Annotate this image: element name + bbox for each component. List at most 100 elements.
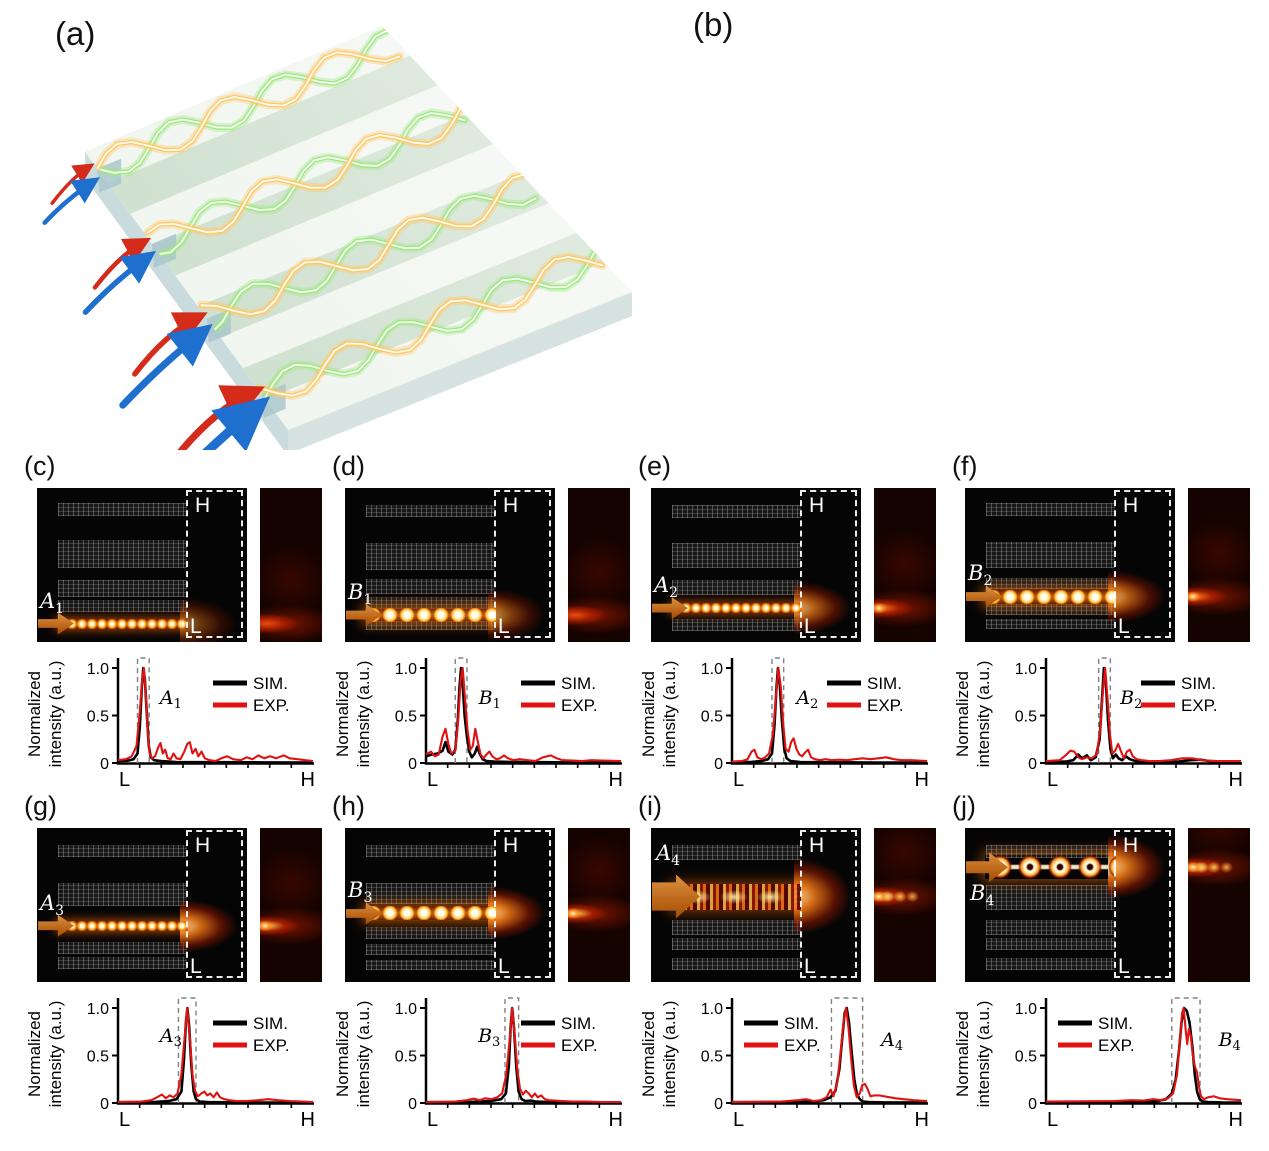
region-label-low: L [498,615,510,638]
region-label-high: H [809,494,825,517]
legend-label-SIM.: SIM. [1098,1014,1133,1033]
output-glow-cone [794,849,861,945]
lattice-band [672,579,802,596]
experiment-field-image [568,488,630,642]
marker-window [136,657,150,763]
y-tick-label: 0 [100,756,109,773]
region-label-low: L [498,955,510,978]
region-label-high: H [503,834,519,857]
lattice-band [986,844,1116,859]
legend-label-EXP.: EXP. [784,1036,821,1055]
output-region-box [800,830,857,978]
y-tick-label: 0.5 [395,1049,417,1066]
lattice-band [366,927,496,939]
legend-label-EXP.: EXP. [561,696,598,715]
experiment-field-image [260,828,322,982]
slab-left-side-face [85,152,288,450]
field-panel-e: (e) H L A2 Normalized intensity (a.u.) 0 0.5 1.0… [634,451,944,795]
legend-label-SIM.: SIM. [1181,674,1216,693]
x-label-high: H [915,1109,929,1131]
exp-curve [731,666,928,763]
output-glow-cone [180,590,247,642]
plot-ylabel-line2: intensity (a.u.) [974,1001,993,1108]
output-region-box [186,490,243,638]
legend-label-EXP.: EXP. [253,696,290,715]
y-tick-label: 0.5 [87,709,109,726]
exp-curve [1045,666,1241,763]
field-panel-f: (f) H L B2 Normalized intensity (a.u.) 0 0.5 1.0… [948,451,1258,795]
y-tick-label: 0 [714,756,723,773]
lattice-band [366,504,496,518]
legend-label-SIM.: SIM. [561,674,596,693]
lattice-band [366,621,496,631]
beam-core [146,108,461,234]
field-panel-i: (i) H L A4 Normalized intensity (a.u.) 0 0.5 1.0… [634,791,944,1135]
marker-window [177,997,197,1103]
beam-core [96,51,401,170]
x-label-high: H [301,769,315,791]
x-label-low: L [119,769,130,791]
region-label-low: L [804,615,816,638]
peak-label: B4 [1218,1029,1241,1054]
region-label-high: H [195,494,211,517]
lattice-band [58,540,188,569]
region-label-high: H [195,834,211,857]
region-label-high: H [1123,494,1139,517]
x-label-low: L [1047,1109,1058,1131]
output-region-box [1114,830,1171,978]
y-tick-label: 0 [408,756,417,773]
region-label-high: H [809,834,825,857]
region-label-low: L [1118,615,1130,638]
y-tick-label: 1.0 [1015,661,1037,678]
waveguide-3d-illustration [42,26,632,450]
slab-front-side-face [288,292,632,450]
lattice-band [672,958,802,970]
exp-curve [117,666,314,763]
intensity-plot: Normalized intensity (a.u.) 0 0.5 1.0 L H SIM. E… [953,657,1243,791]
plot-ylabel-line1: Normalized [639,671,658,757]
sim-field-image: H L B4 [965,828,1175,982]
plot-ylabel-line2: intensity (a.u.) [974,661,993,768]
marker-window [1097,657,1112,763]
lattice-band [986,938,1116,950]
lattice-band [986,541,1116,569]
beam-core [211,194,537,334]
beam-core [155,112,466,256]
plot-ylabel-line2: intensity (a.u.) [46,1001,65,1108]
sim-field-image: H L A1 [37,488,247,642]
sim-field-image: H L B1 [345,488,555,642]
waveguide-glow-line [57,920,188,931]
marker-window [1171,997,1201,1103]
red-input-arrow [132,312,208,377]
panel-a: (a) [0,0,660,450]
legend-label-SIM.: SIM. [253,1014,288,1033]
experiment-field-image [568,828,630,982]
x-label-high: H [915,769,929,791]
y-tick-label: 1.0 [701,1001,723,1018]
panel-h-label: (h) [332,791,365,821]
exp-curve [425,1006,621,1104]
marker-window [454,657,468,763]
plot-ylabel-line1: Normalized [25,671,44,757]
panel-g-label: (g) [24,791,57,821]
field-panel-g: (g) H L A3 Normalized intensity (a.u.) 0 0.5 1.0… [20,791,330,1135]
lattice-band [366,578,496,595]
field-label: B1 [348,579,373,609]
output-region-box [494,490,551,638]
intensity-plot: Normalized intensity (a.u.) 0 0.5 1.0 L H SIM. E… [25,997,315,1131]
lattice-band [672,618,802,632]
lattice-band [366,844,496,858]
waveguide-glow-line [365,608,496,623]
plot-ylabel-line1: Normalized [333,671,352,757]
exp-curve [117,1006,314,1104]
region-label-low: L [1118,955,1130,978]
lattice-band [986,618,1116,629]
marker-window [830,997,864,1103]
lattice-band [58,503,188,517]
field-label: A1 [40,589,65,618]
output-glow-cone [488,880,555,947]
legend-label-SIM.: SIM. [784,1014,819,1033]
panel-e-label: (e) [638,451,671,481]
intensity-plot: Normalized intensity (a.u.) 0 0.5 1.0 L H SIM. E… [25,657,315,791]
